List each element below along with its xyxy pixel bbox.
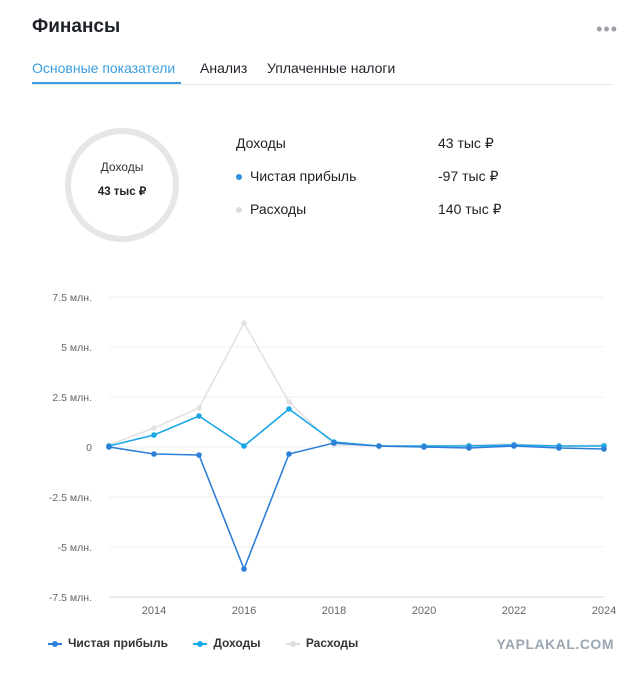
data-point — [241, 320, 247, 326]
summary-value: -97 тыс ₽ — [438, 168, 499, 184]
x-tick-label: 2016 — [232, 605, 256, 617]
x-tick-label: 2018 — [322, 605, 346, 617]
data-point — [241, 443, 247, 449]
card-title: Финансы — [32, 16, 121, 37]
x-tick-label: 2024 — [592, 605, 616, 617]
active-tab-underline — [32, 82, 181, 84]
x-tick-label: 2020 — [412, 605, 436, 617]
summary-row-expenses: Расходы — [236, 201, 306, 217]
data-point — [376, 443, 382, 449]
data-point — [511, 443, 517, 449]
y-tick-label: 0 — [86, 442, 92, 454]
legend-label: Доходы — [213, 636, 261, 650]
summary-label: Доходы — [236, 135, 286, 151]
legend-item-expenses[interactable]: Расходы — [285, 636, 359, 650]
data-point — [286, 399, 292, 405]
blue-dot-icon — [236, 174, 242, 181]
data-point — [466, 445, 472, 451]
finance-line-chart: 7.5 млн. 5 млн. 2.5 млн. 0 -2.5 млн. -5 млн. -… — [49, 292, 616, 617]
summary-label: Расходы — [250, 201, 307, 217]
legend-label: Расходы — [305, 636, 359, 650]
data-point — [196, 413, 202, 419]
y-tick-label: 2.5 млн. — [52, 392, 92, 404]
line-dot-icon — [48, 640, 62, 647]
summary-row-net-profit: Чистая прибыль — [236, 168, 356, 184]
data-point — [421, 444, 427, 450]
watermark: YAPLAKAL.COM — [496, 636, 614, 652]
summary-label: Чистая прибыль — [250, 168, 357, 184]
series-line — [108, 321, 605, 447]
data-point — [331, 440, 337, 446]
tab-analysis[interactable]: Анализ — [200, 60, 248, 76]
y-tick-label: -2.5 млн. — [49, 492, 92, 504]
gray-dot-icon — [236, 207, 242, 214]
donut-label: Доходы — [100, 160, 144, 174]
data-point — [151, 432, 157, 438]
data-point — [601, 446, 607, 452]
data-point — [106, 444, 112, 450]
chart-legend: Чистая прибыль Доходы Расходы — [48, 636, 380, 650]
more-dots-icon[interactable]: ••• — [596, 19, 618, 39]
y-tick-label: -7.5 млн. — [49, 592, 92, 604]
data-point — [196, 405, 202, 411]
finance-card: Финансы ••• Основные показатели Анализ У… — [12, 0, 628, 673]
x-tick-label: 2022 — [502, 605, 526, 617]
data-point — [556, 445, 562, 451]
y-tick-label: 7.5 млн. — [52, 292, 92, 304]
data-point — [286, 451, 292, 457]
data-point — [241, 566, 247, 572]
legend-item-net-profit[interactable]: Чистая прибыль — [48, 636, 168, 650]
series-line — [108, 442, 605, 572]
data-point — [151, 425, 157, 431]
summary-value: 140 тыс ₽ — [438, 201, 502, 217]
x-tick-label: 2014 — [142, 605, 166, 617]
tabs-bar: Основные показатели Анализ Уплаченные на… — [32, 58, 612, 85]
summary-row-income: Доходы — [236, 135, 286, 151]
data-point — [151, 451, 157, 457]
tab-taxes-paid[interactable]: Уплаченные налоги — [267, 60, 396, 76]
y-tick-label: 5 млн. — [61, 342, 92, 354]
legend-label: Чистая прибыль — [68, 636, 168, 650]
tab-main-indicators[interactable]: Основные показатели — [32, 60, 176, 76]
y-tick-label: -5 млн. — [58, 542, 92, 554]
data-point — [196, 452, 202, 458]
income-donut — [65, 128, 179, 242]
line-dot-icon — [193, 640, 208, 647]
line-dot-icon — [285, 640, 300, 647]
data-point — [286, 406, 292, 412]
legend-item-income[interactable]: Доходы — [193, 636, 260, 650]
summary-value: 43 тыс ₽ — [438, 135, 494, 151]
donut-value: 43 тыс ₽ — [97, 186, 147, 198]
